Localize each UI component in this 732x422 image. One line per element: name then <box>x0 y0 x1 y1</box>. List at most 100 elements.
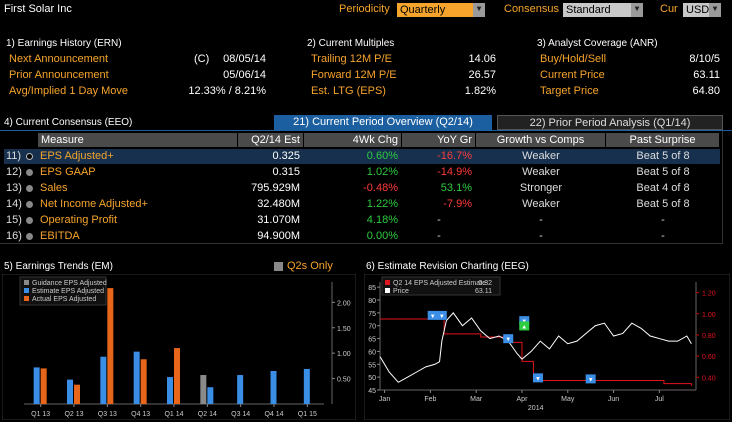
left-tick-label: 80 <box>368 298 376 305</box>
bar <box>200 375 207 404</box>
row-radio-icon[interactable] <box>26 185 33 192</box>
revision-marker-glyph: ▼ <box>535 376 541 382</box>
table-row[interactable]: 15) Operating Profit 31.070M 4.18% - - - <box>4 213 720 228</box>
left-tick-label: 45 <box>368 388 376 395</box>
table-row[interactable]: 14) Net Income Adjusted+ 32.480M 1.22% -7.9%… <box>4 197 720 212</box>
growth-vs-comps: Stronger <box>519 182 563 194</box>
revision-marker-icon <box>427 310 438 320</box>
consensus-table: Measure Q2/14 Est 4Wk Chg YoY Gr Growth … <box>0 131 723 244</box>
estimate-value: 32.480M <box>257 198 300 210</box>
yoy-growth: -16.7% <box>437 150 472 162</box>
table-row[interactable]: 16) EBITDA 94.900M 0.00% - - - <box>4 229 720 244</box>
consensus-select[interactable]: Standard <box>563 3 631 17</box>
next-announcement-label: Next Announcement <box>9 53 109 65</box>
growth-vs-comps: - <box>539 230 543 242</box>
x-tick-label: Q2 13 <box>64 411 83 418</box>
trailing-pe-value: 14.06 <box>468 53 496 65</box>
bar <box>167 377 173 404</box>
currency-dropdown-icon[interactable]: ▼ <box>709 3 721 17</box>
left-tick-label: 55 <box>368 362 376 369</box>
row-radio-icon[interactable] <box>26 153 33 160</box>
currency-select[interactable]: USD <box>683 3 709 17</box>
current-multiples-title[interactable]: 2) Current Multiples <box>307 38 395 49</box>
revision-marker-icon <box>519 316 530 326</box>
table-row[interactable]: 13) Sales 795.929M -0.48% 53.1% Stronger Beat … <box>4 181 720 196</box>
top-bar: First Solar Inc Periodicity Quarterly ▼ … <box>0 0 732 20</box>
legend-label: Q2 14 EPS Adjusted Estimate <box>393 280 486 287</box>
bar <box>74 384 80 404</box>
table-row[interactable]: 12) EPS GAAP 0.315 1.02% -14.9% Weaker Beat 5 … <box>4 165 720 180</box>
x-tick-label: Q4 13 <box>131 411 150 418</box>
measure-name: EPS Adjusted+ <box>40 150 114 162</box>
revision-marker-glyph: ▼ <box>588 377 594 383</box>
x-tick-label: Q2 14 <box>198 411 217 418</box>
col-yoy-gr[interactable]: YoY Gr <box>402 133 476 147</box>
revision-marker-glyph: ▲ <box>521 324 527 330</box>
periodicity-dropdown-icon[interactable]: ▼ <box>473 3 485 17</box>
q2s-only-checkbox[interactable] <box>274 262 283 271</box>
past-surprise: - <box>661 214 665 226</box>
past-surprise: Beat 4 of 8 <box>636 182 690 194</box>
row-radio-icon[interactable] <box>26 217 33 224</box>
estimate-revision-title[interactable]: 6) Estimate Revision Charting (EEG) <box>366 261 529 272</box>
growth-vs-comps: - <box>539 214 543 226</box>
measure-name: EBITDA <box>40 230 80 242</box>
consensus-dropdown-icon[interactable]: ▼ <box>631 3 643 17</box>
past-surprise: - <box>661 230 665 242</box>
right-tick-label: 1.20 <box>702 291 716 298</box>
legend-label: Price <box>393 288 409 295</box>
four-week-change: 0.00% <box>366 230 398 242</box>
prior-announcement-value: 05/06/14 <box>223 69 266 81</box>
measure-name: Net Income Adjusted+ <box>40 198 148 210</box>
four-week-change: 4.18% <box>366 214 398 226</box>
col-growth-vs-comps[interactable]: Growth vs Comps <box>476 133 606 147</box>
table-row[interactable]: 11) EPS Adjusted+ 0.325 0.60% -16.7% Weaker Be… <box>4 149 720 164</box>
legend-label: Actual EPS Adjusted <box>32 296 96 303</box>
periodicity-select[interactable]: Quarterly <box>397 3 473 17</box>
past-surprise: Beat 5 of 8 <box>636 166 690 178</box>
analyst-coverage-title[interactable]: 3) Analyst Coverage (ANR) <box>537 38 658 49</box>
row-number: 16) <box>6 230 22 242</box>
four-week-change: 1.22% <box>366 198 398 210</box>
revision-marker-glyph: ▼ <box>439 314 445 320</box>
periodicity-label: Periodicity <box>339 3 390 15</box>
bar <box>40 368 47 404</box>
left-tick-label: 65 <box>368 337 376 344</box>
x-tick-label: Jul <box>655 396 664 403</box>
buy-hold-sell-value: 8/10/5 <box>689 53 720 65</box>
right-tick-label: 0.60 <box>702 354 716 361</box>
yoy-growth: -14.9% <box>437 166 472 178</box>
prior-announcement-label: Prior Announcement <box>9 69 109 81</box>
target-price-label: Target Price <box>540 85 599 97</box>
row-radio-icon[interactable] <box>26 233 33 240</box>
legend-value: 0.32 <box>478 280 492 287</box>
earnings-history-title[interactable]: 1) Earnings History (ERN) <box>6 38 122 49</box>
earnings-trends-chart[interactable]: 0.50 1.00 1.50 2.00 Q1 13 Q2 13 Q3 13 Q4 13 Q1 1… <box>2 274 356 420</box>
tab-prior-period[interactable]: 22) Prior Period Analysis (Q1/14) <box>497 115 723 130</box>
confirmed-flag: (C) <box>194 53 210 65</box>
next-announcement-value: 08/05/14 <box>223 53 266 65</box>
col-past-surprise[interactable]: Past Surprise <box>606 133 720 147</box>
row-radio-icon[interactable] <box>26 201 33 208</box>
estimate-value: 94.900M <box>257 230 300 242</box>
x-tick-label: Q1 15 <box>298 411 317 418</box>
col-4wk-chg[interactable]: 4Wk Chg <box>304 133 402 147</box>
current-consensus-title[interactable]: 4) Current Consensus (EEO) <box>4 117 133 128</box>
past-surprise: Beat 5 of 8 <box>636 198 690 210</box>
col-measure[interactable]: Measure <box>38 133 238 147</box>
col-q2-est[interactable]: Q2/14 Est <box>238 133 304 147</box>
earnings-trends-title[interactable]: 5) Earnings Trends (EM) <box>4 261 113 272</box>
yoy-growth: 53.1% <box>440 182 472 194</box>
company-name: First Solar Inc <box>4 3 72 15</box>
x-tick-label: Feb <box>424 396 436 403</box>
tab-underline <box>0 130 732 131</box>
tab-current-period[interactable]: 21) Current Period Overview (Q2/14) <box>274 115 492 130</box>
estimate-value: 0.315 <box>272 166 300 178</box>
left-tick-label: 50 <box>368 375 376 382</box>
row-radio-icon[interactable] <box>26 169 33 176</box>
bar <box>107 288 114 404</box>
estimate-revision-chart[interactable]: 45 50 55 60 65 70 75 80 85 0.40 0.60 0.80 1.00 1.20 Ja… <box>364 274 730 420</box>
growth-vs-comps: Weaker <box>522 166 560 178</box>
bar <box>207 387 214 404</box>
four-week-change: -0.48% <box>363 182 398 194</box>
